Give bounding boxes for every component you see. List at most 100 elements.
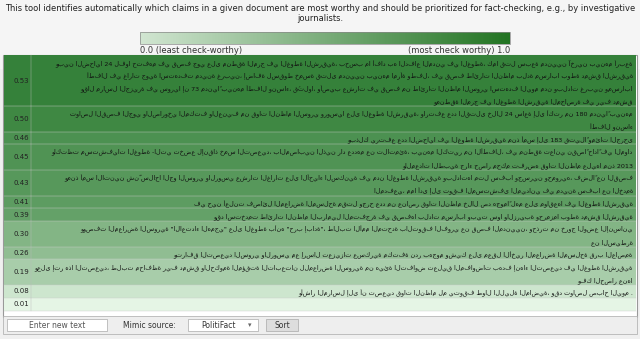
Bar [140,32,510,44]
Bar [298,32,299,44]
Bar [266,319,298,331]
Bar [342,32,344,44]
Text: وعلى إثر هذا التصعيد، طلبت محافظة ريف دمشق والحكومة المؤقتة التابعتان للمعارضة ا: وعلى إثر هذا التصعيد، طلبت محافظة ريف دم… [35,264,633,271]
Bar [317,32,319,44]
Bar [208,32,209,44]
Bar [200,32,202,44]
Text: في حين أعلنت فصائل المعارضة المسلحة مقتل وجرح عدد من عناصر قوات النظام خلال صد ه: في حين أعلنت فصائل المعارضة المسلحة مقتل… [194,200,633,207]
Bar [328,32,329,44]
Bar [353,32,355,44]
Bar [428,32,429,44]
Bar [490,32,492,44]
Bar [486,32,488,44]
Bar [179,32,180,44]
Bar [398,32,399,44]
Bar [396,32,397,44]
Bar [440,32,441,44]
Bar [365,32,367,44]
Bar [250,32,251,44]
Bar [4,196,636,208]
Bar [339,32,340,44]
Bar [454,32,456,44]
Bar [501,32,502,44]
Bar [502,32,504,44]
Bar [261,32,262,44]
Bar [228,32,229,44]
Text: 0.08: 0.08 [13,288,29,295]
Bar [276,32,277,44]
Bar [247,32,248,44]
Bar [264,32,266,44]
Bar [192,32,193,44]
Bar [489,32,490,44]
Bar [156,32,157,44]
Bar [435,32,436,44]
Bar [218,32,219,44]
Bar [430,32,431,44]
Text: Mimic source:: Mimic source: [123,320,176,330]
Text: This tool identifies automatically which claims in a given document are most wor: This tool identifies automatically which… [5,4,635,13]
Bar [305,32,307,44]
Bar [239,32,240,44]
Bar [141,32,143,44]
Bar [167,32,168,44]
Bar [266,32,267,44]
Bar [460,32,461,44]
Bar [415,32,416,44]
Bar [416,32,417,44]
Text: وقال مراسل الجزيرة في سوريا إن 73 مدنياً بينهم أطفال ونساء، قُتلوا، وأصيب عشرات : وقال مراسل الجزيرة في سوريا إن 73 مدنياً… [81,85,633,93]
Bar [178,32,179,44]
Bar [358,32,360,44]
Bar [241,32,243,44]
Bar [473,32,474,44]
Bar [377,32,378,44]
Bar [326,32,328,44]
Bar [170,32,171,44]
Bar [463,32,465,44]
Bar [143,32,144,44]
Bar [469,32,470,44]
Bar [494,32,495,44]
Bar [310,32,312,44]
Bar [253,32,255,44]
Text: ومنذ أمس الاثنين شنّ سلاحا الجو السوري والروسي عشرات الغارات على الأحياء السكنية: ومنذ أمس الاثنين شنّ سلاحا الجو السوري و… [64,175,633,182]
Bar [493,32,494,44]
Bar [476,32,477,44]
Bar [419,32,420,44]
Bar [484,32,485,44]
Bar [441,32,442,44]
Bar [315,32,316,44]
Bar [349,32,351,44]
Text: ووصفت المعارضة السورية "الاعتداء الهمجي" على الغوطة بأنه "حرب إبادة"، طالبت الأم: ووصفت المعارضة السورية "الاعتداء الهمجي"… [81,226,633,233]
Text: 0.0 (least check-worthy): 0.0 (least check-worthy) [140,46,242,55]
Bar [373,32,374,44]
Bar [376,32,377,44]
Bar [7,319,107,331]
Bar [346,32,347,44]
Bar [340,32,341,44]
Bar [4,55,636,106]
Bar [394,32,396,44]
Bar [215,32,216,44]
Bar [160,32,161,44]
Bar [4,247,636,259]
Bar [449,32,451,44]
Bar [277,32,278,44]
Bar [378,32,380,44]
Text: ▾: ▾ [248,322,252,328]
Bar [257,32,259,44]
Bar [409,32,410,44]
Bar [4,132,636,144]
Bar [506,32,508,44]
Bar [380,32,381,44]
Bar [209,32,211,44]
Bar [406,32,408,44]
Bar [225,32,227,44]
Bar [505,32,506,44]
Bar [232,32,234,44]
Bar [399,32,400,44]
Text: وفك الحصار عنها: وفك الحصار عنها [577,277,633,284]
Bar [497,32,498,44]
Bar [180,32,182,44]
Bar [309,32,310,44]
